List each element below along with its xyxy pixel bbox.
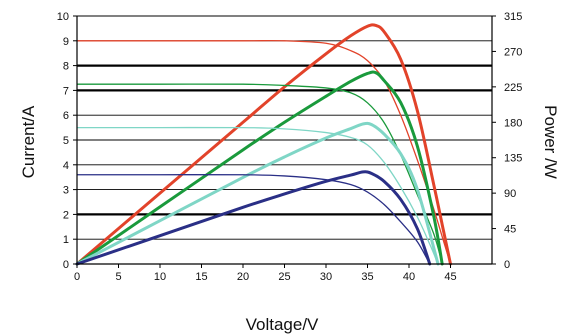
y2-tick-label: 225 — [504, 82, 522, 94]
y-tick-label: 0 — [63, 259, 69, 271]
y-tick-label: 5 — [63, 135, 69, 147]
x-tick-label: 20 — [237, 271, 249, 283]
x-tick-label: 40 — [403, 271, 415, 283]
iv-curve-4 — [76, 173, 431, 265]
x-axis-title: Voltage/V — [246, 315, 319, 334]
x-tick-label: 25 — [278, 271, 290, 283]
iv-curve-3 — [76, 126, 439, 265]
y2-tick-label: 180 — [504, 117, 522, 129]
y-tick-label: 6 — [63, 110, 69, 122]
y2-tick-label: 0 — [504, 259, 510, 271]
series-layer — [75, 23, 452, 266]
y-tick-label: 9 — [63, 36, 69, 48]
pv-curve-4 — [75, 170, 432, 266]
y-tick-label: 1 — [63, 234, 69, 246]
x-tick-label: 35 — [361, 271, 373, 283]
y2-tick-label: 135 — [504, 153, 522, 165]
axes — [73, 15, 496, 268]
pv-curve-1 — [75, 23, 452, 266]
y-tick-label: 3 — [63, 185, 69, 197]
pv-curve-3 — [75, 121, 440, 266]
y2-axis-title: Power /W — [541, 105, 560, 179]
y-tick-label: 7 — [63, 85, 69, 97]
y2-tick-label: 45 — [504, 224, 516, 236]
y2-tick-label: 315 — [504, 11, 522, 23]
y2-tick-label: 90 — [504, 188, 516, 200]
y-tick-label: 2 — [63, 209, 69, 221]
x-tick-label: 30 — [320, 271, 332, 283]
y-axis-title: Current/A — [19, 105, 38, 178]
y-tick-label: 8 — [63, 61, 69, 73]
iv-curve-1 — [77, 39, 452, 265]
x-tick-label: 10 — [154, 271, 166, 283]
iv-curve-2 — [76, 83, 443, 265]
y-tick-label: 4 — [63, 160, 69, 172]
gridlines — [77, 15, 492, 265]
x-tick-label: 15 — [195, 271, 207, 283]
y-tick-label: 10 — [57, 11, 69, 23]
x-tick-label: 5 — [115, 271, 121, 283]
y2-tick-label: 270 — [504, 46, 522, 58]
x-tick-label: 45 — [444, 271, 456, 283]
pv-curve-2 — [75, 70, 444, 266]
tick-labels: 0 5 10 15 20 25 30 35 40 450123456789100459013518… — [57, 11, 523, 283]
x-tick-label: 0 — [74, 271, 80, 283]
